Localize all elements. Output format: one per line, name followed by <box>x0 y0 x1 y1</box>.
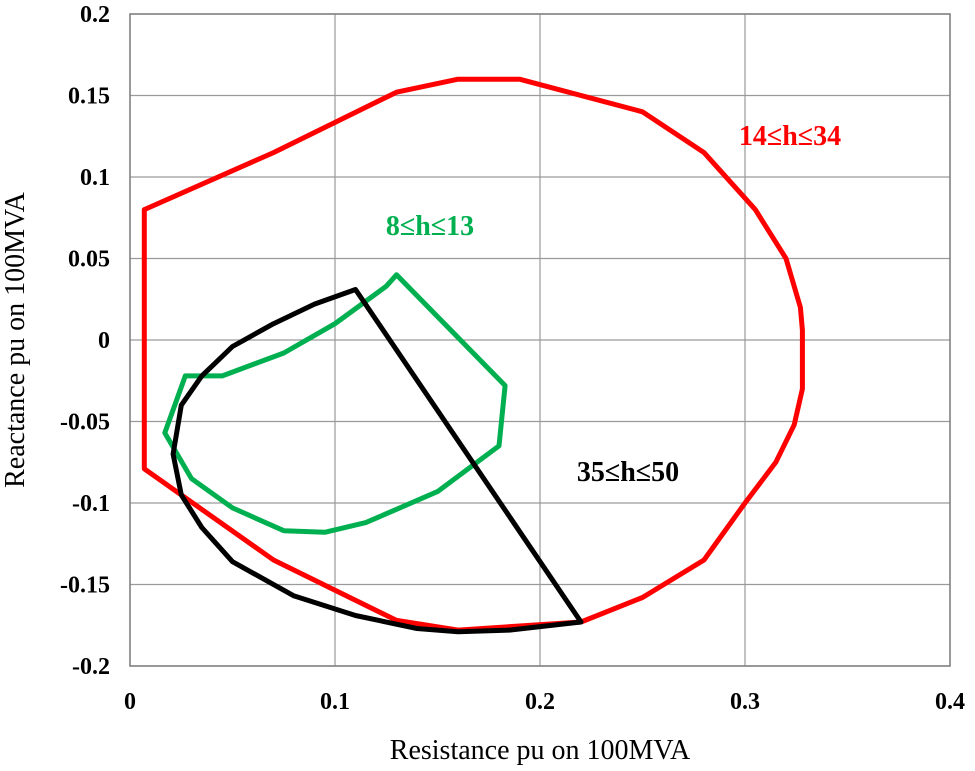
grid-lines <box>129 13 951 667</box>
x-tick-label: 0.1 <box>320 689 350 715</box>
y-tick-label: 0 <box>98 328 110 354</box>
series-layer <box>141 76 805 635</box>
y-axis-ticks: 0.2 0.15 0.1 0.05 0 -0.05 -0.1 -0.15 -0.2 <box>60 2 110 680</box>
plot-area-frame <box>129 13 951 667</box>
series-label-14-34: 14≤h≤34 <box>739 121 841 152</box>
x-axis-ticks: 0 0.1 0.2 0.3 0.4 <box>124 689 965 715</box>
series-label-35-50: 35≤h≤50 <box>577 457 679 488</box>
y-tick-label: -0.05 <box>60 410 110 436</box>
y-tick-label: -0.1 <box>72 491 110 517</box>
y-tick-label: -0.2 <box>72 654 110 680</box>
x-tick-label: 0.3 <box>730 689 760 715</box>
series-line-0 <box>141 76 805 633</box>
y-tick-label: 0.1 <box>80 165 110 191</box>
series-line-1 <box>162 272 508 535</box>
series-label-8-13: 8≤h≤13 <box>386 211 474 242</box>
x-tick-label: 0.4 <box>935 689 965 715</box>
x-tick-label: 0.2 <box>525 689 555 715</box>
series-line-2 <box>170 287 584 635</box>
y-axis-title: Reactance pu on 100MVA <box>0 191 31 488</box>
y-tick-label: 0.05 <box>68 247 110 273</box>
y-tick-label: 0.2 <box>80 2 110 28</box>
y-tick-label: 0.15 <box>68 84 110 110</box>
x-tick-label: 0 <box>124 689 136 715</box>
x-axis-title: Resistance pu on 100MVA <box>390 735 691 766</box>
y-tick-label: -0.15 <box>60 573 110 599</box>
